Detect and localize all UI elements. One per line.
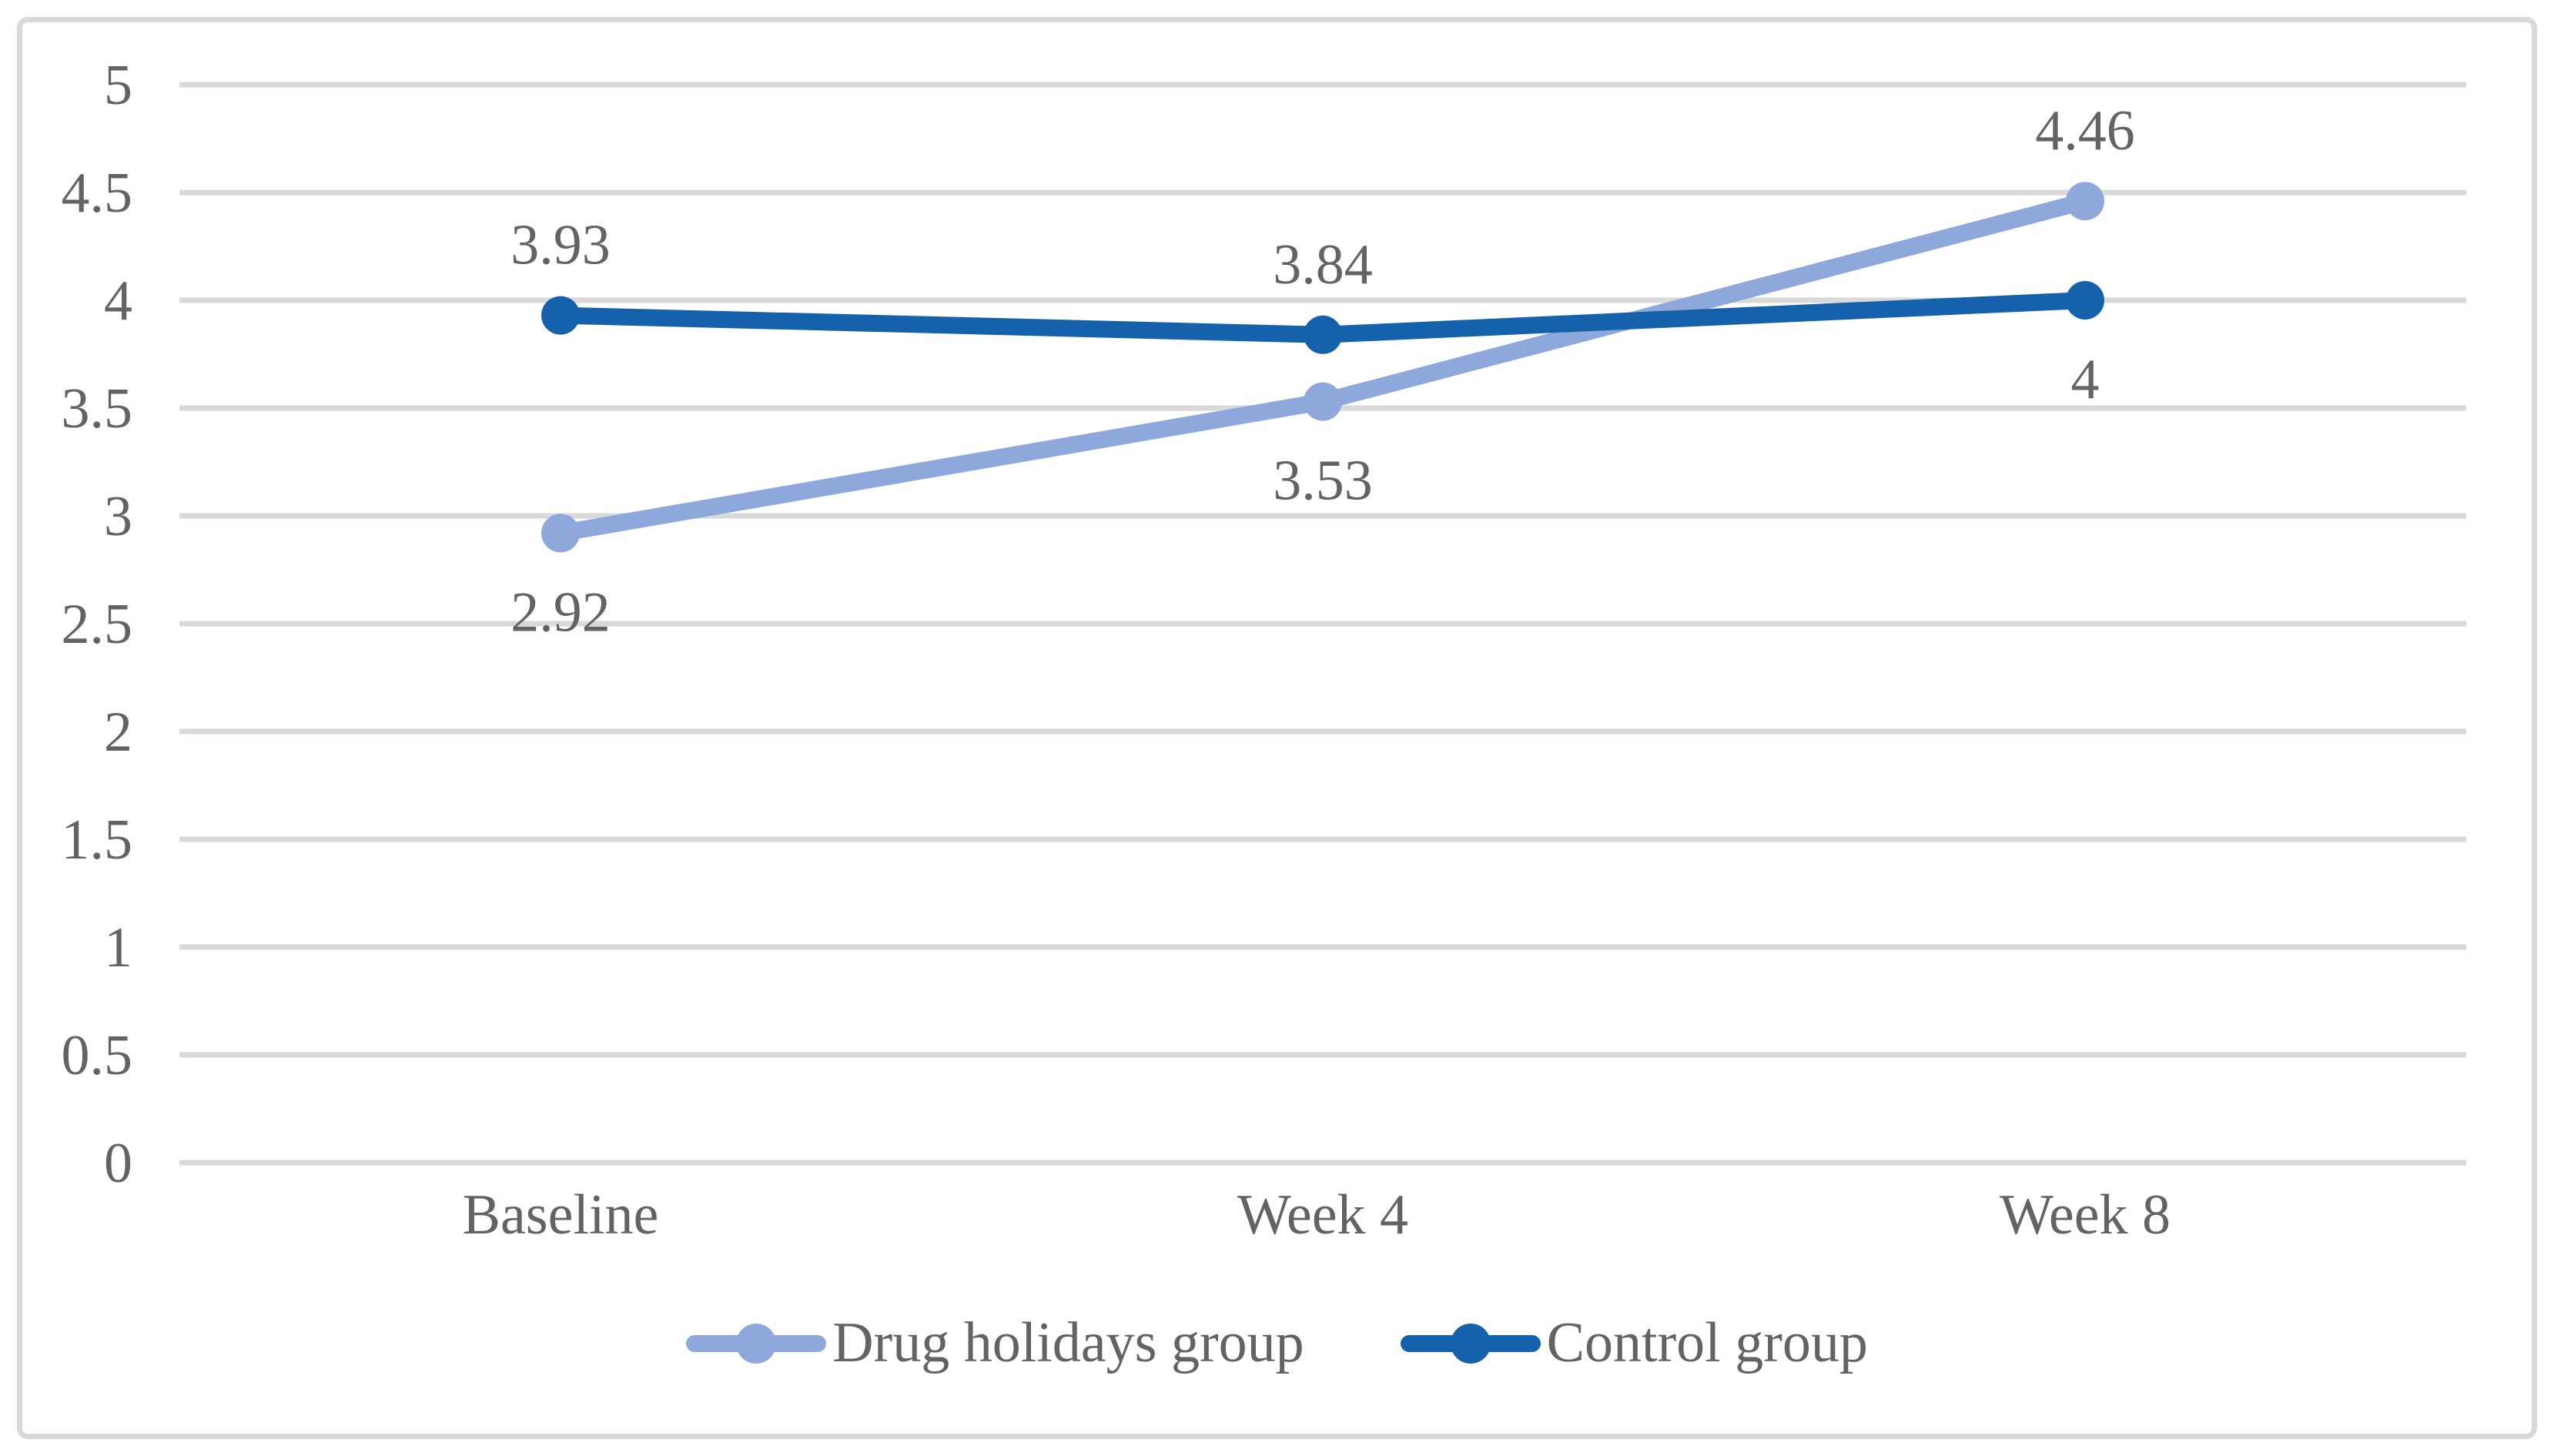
x-axis-category-label: Baseline [463,1183,659,1247]
x-axis-category-label: Week 8 [2000,1183,2171,1247]
y-axis-tick-label: 4 [104,269,132,333]
y-axis-tick-label: 1 [104,916,132,979]
y-axis-tick-label: 0.5 [62,1024,133,1087]
y-axis-tick-label: 4.5 [62,162,133,225]
x-axis-category-label: Week 4 [1237,1183,1408,1247]
data-label-drug-holidays-group: 3.53 [1273,450,1373,513]
legend-item-control-group: Control group [1400,1310,1868,1376]
legend-dot-icon [1450,1323,1491,1364]
y-axis-tick-label: 3.5 [62,377,133,440]
data-label-control-group: 3.84 [1273,233,1373,296]
y-axis-tick-label: 2.5 [62,593,133,656]
data-point-marker-control-group [1304,315,1342,354]
y-axis-tick-label: 3 [104,485,132,548]
legend-label-control-group: Control group [1546,1311,1868,1374]
y-axis-tick-label: 1.5 [62,808,133,872]
data-label-control-group: 4 [2071,348,2100,411]
data-point-marker-drug-holidays-group [541,514,580,553]
data-point-marker-drug-holidays-group [1304,382,1342,421]
data-label-control-group: 3.93 [510,214,611,277]
legend-label-drug-holidays-group: Drug holidays group [832,1311,1304,1374]
data-point-marker-drug-holidays-group [2066,182,2104,221]
y-axis-tick-label: 5 [104,54,132,117]
legend-marker-drug-holidays-group-icon [686,1323,827,1364]
data-point-marker-control-group [2066,281,2104,320]
y-axis-tick-label: 2 [104,701,132,764]
legend-dot-icon [736,1323,777,1364]
chart-legend: Drug holidays group Control group [0,1310,2554,1376]
data-label-drug-holidays-group: 2.92 [510,581,611,644]
data-point-marker-control-group [541,296,580,335]
legend-marker-control-group-icon [1400,1323,1541,1364]
y-axis-tick-label: 0 [104,1132,132,1195]
legend-item-drug-holidays-group: Drug holidays group [686,1310,1304,1376]
data-label-drug-holidays-group: 4.46 [2035,99,2135,162]
